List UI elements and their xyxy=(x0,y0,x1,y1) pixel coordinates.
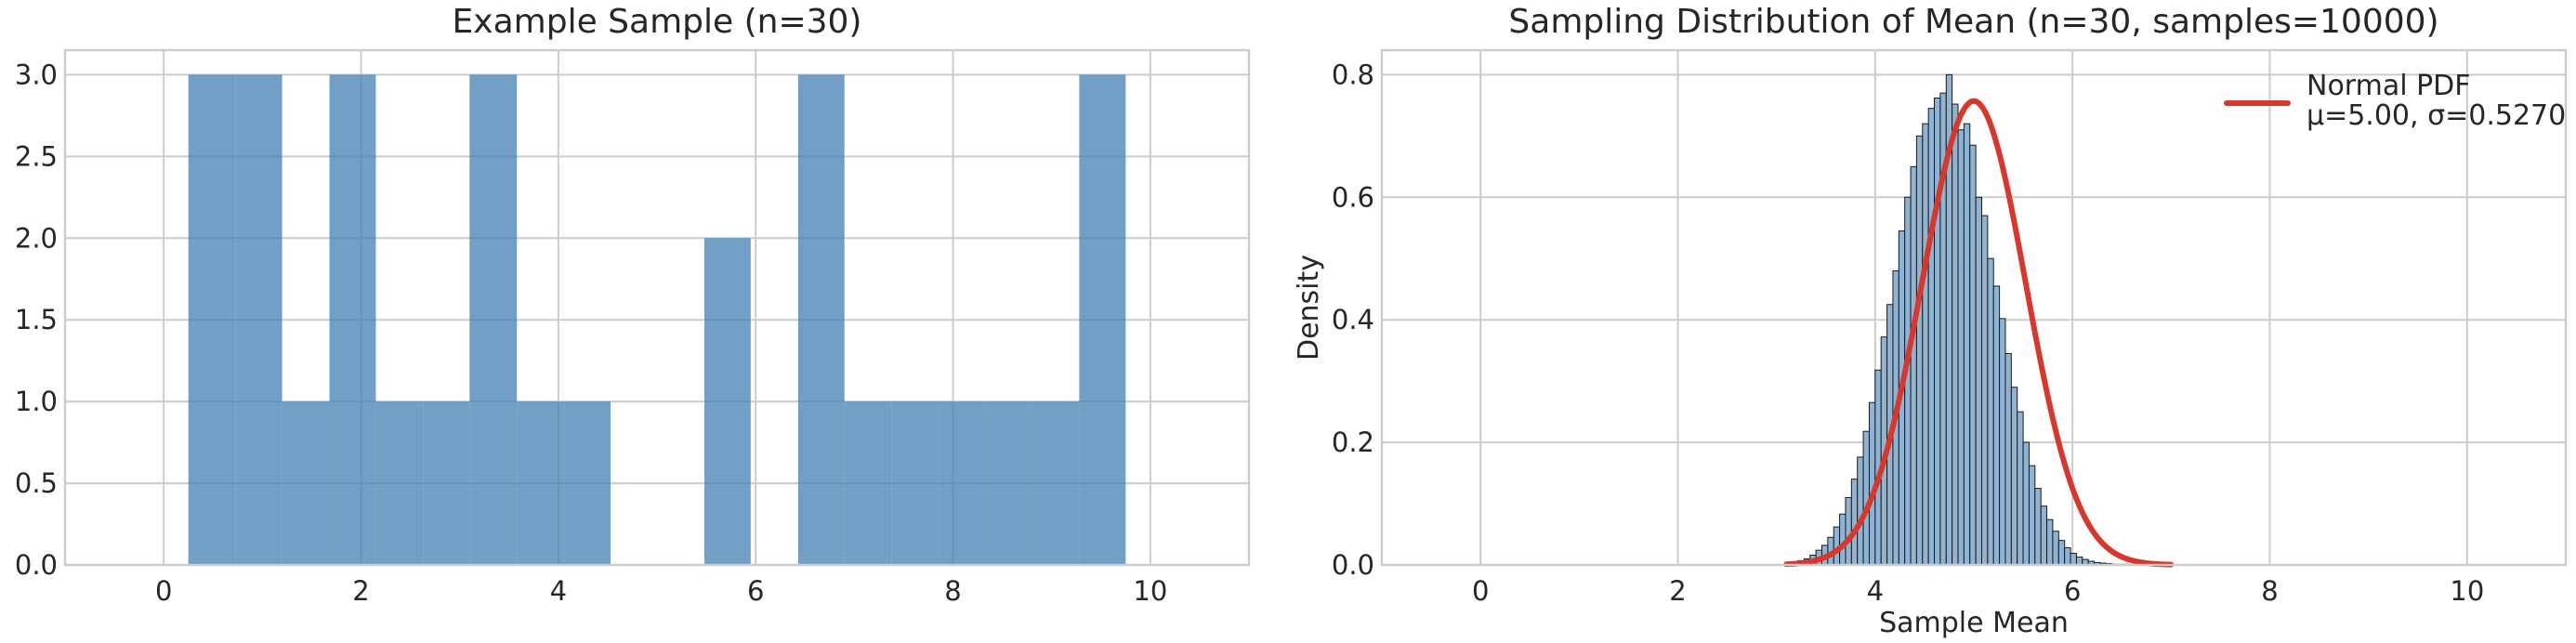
y-tick-label: 0.4 xyxy=(1332,304,1374,335)
density-bar xyxy=(2022,441,2030,566)
density-bar xyxy=(1969,144,1977,566)
histogram-bar xyxy=(282,401,330,565)
x-tick-label: 4 xyxy=(550,575,567,607)
histogram-bar xyxy=(375,401,424,565)
histogram-bar xyxy=(844,401,892,565)
x-tick-label: 0 xyxy=(155,575,172,607)
chart-example-sample-frame xyxy=(63,48,1251,567)
y-axis-label: Density xyxy=(1293,255,1325,361)
density-bar xyxy=(2010,387,2018,566)
density-bar xyxy=(1850,479,1859,566)
histogram-bar xyxy=(188,74,236,565)
x-tick-label: 8 xyxy=(2261,575,2278,607)
density-bar xyxy=(2057,540,2066,566)
legend-label-normal-pdf: Normal PDF μ=5.00, σ=0.5270 xyxy=(2307,70,2566,132)
density-bar xyxy=(2064,547,2071,566)
y-tick-label: 0.8 xyxy=(1332,59,1374,90)
density-bar xyxy=(1987,257,1994,566)
x-tick-label: 10 xyxy=(1133,575,1167,607)
density-bar xyxy=(1857,456,1864,566)
chart-sampling-distribution: 0 2 4 6 8 10 0.0 0.2 0.4 0.6 0.8 Sampling Distribu… xyxy=(1293,3,2568,639)
density-bar xyxy=(1957,129,1965,566)
y-tick-label: 2.0 xyxy=(15,222,58,254)
chart-example-sample-bars xyxy=(188,74,1126,565)
y-tick-label: 1.0 xyxy=(15,386,58,417)
density-bar xyxy=(1980,215,1989,566)
density-bar xyxy=(2040,505,2048,566)
x-axis-label: Sample Mean xyxy=(1879,607,2069,639)
x-tick-label: 2 xyxy=(352,575,369,607)
density-bar xyxy=(1862,430,1870,566)
chart-example-sample-ticks: 0 2 4 6 8 10 0.0 0.5 1.0 1.5 2.0 2.5 3.0 xyxy=(15,59,1167,607)
density-bar xyxy=(1915,135,1924,566)
histogram-bar xyxy=(423,401,470,565)
histogram-bar xyxy=(329,74,376,565)
density-bar xyxy=(1992,285,2001,566)
density-bar xyxy=(1922,123,1929,566)
histogram-bar xyxy=(938,401,986,565)
density-bar xyxy=(2052,531,2059,566)
density-bar xyxy=(1975,196,1982,566)
x-tick-label: 2 xyxy=(1669,575,1686,607)
density-bar xyxy=(2017,411,2024,566)
histogram-bar xyxy=(517,401,564,565)
y-tick-label: 3.0 xyxy=(15,59,58,90)
y-tick-label: 2.5 xyxy=(15,140,58,172)
density-bar xyxy=(2028,465,2036,566)
histogram-bar xyxy=(235,74,283,565)
density-bar xyxy=(2034,488,2042,566)
x-tick-label: 0 xyxy=(1472,575,1489,607)
histogram-bar xyxy=(1032,401,1080,565)
density-bar xyxy=(1910,165,1917,566)
x-tick-label: 8 xyxy=(944,575,961,607)
chart-example-sample-title: Example Sample (n=30) xyxy=(453,3,862,41)
histogram-bar xyxy=(563,401,611,565)
y-tick-label: 0.0 xyxy=(15,549,58,581)
density-bar xyxy=(2070,552,2077,566)
y-tick-label: 0.0 xyxy=(1332,549,1374,581)
x-tick-label: 6 xyxy=(2064,575,2081,607)
histogram-bar xyxy=(797,74,845,565)
chart-sampling-distribution-frame xyxy=(1380,48,2568,567)
density-bar xyxy=(1839,513,1847,566)
chart-example-sample: 0 2 4 6 8 10 0.0 0.5 1.0 1.5 2.0 2.5 3.0 Example Sam… xyxy=(15,3,1251,607)
x-tick-label: 10 xyxy=(2450,575,2484,607)
histogram-bar xyxy=(1079,74,1126,565)
histogram-bar xyxy=(703,238,751,565)
density-bar xyxy=(1845,496,1852,566)
density-bar xyxy=(1927,108,1936,566)
density-bar xyxy=(1952,103,1959,566)
y-tick-label: 0.2 xyxy=(1332,426,1374,458)
density-bar xyxy=(2075,556,2083,566)
y-tick-label: 1.5 xyxy=(15,304,58,335)
histogram-bar xyxy=(469,74,518,565)
density-bar xyxy=(1934,97,1941,566)
chart-sampling-distribution-title: Sampling Distribution of Mean (n=30, sam… xyxy=(1508,3,2438,41)
histogram-bar xyxy=(985,401,1032,565)
normal-pdf-line xyxy=(1783,98,2175,568)
density-bar xyxy=(2004,352,2012,566)
chart-sampling-distribution-ticks: 0 2 4 6 8 10 0.0 0.2 0.4 0.6 0.8 xyxy=(1332,59,2484,607)
y-tick-label: 0.6 xyxy=(1332,181,1374,213)
density-bar xyxy=(2046,518,2054,566)
x-tick-label: 6 xyxy=(747,575,764,607)
x-tick-label: 4 xyxy=(1867,575,1884,607)
y-tick-label: 0.5 xyxy=(15,467,58,499)
legend: Normal PDF μ=5.00, σ=0.5270 xyxy=(2224,70,2566,132)
density-bar xyxy=(1999,318,2006,566)
histogram-bar xyxy=(891,401,939,565)
density-bar xyxy=(1963,123,1971,566)
